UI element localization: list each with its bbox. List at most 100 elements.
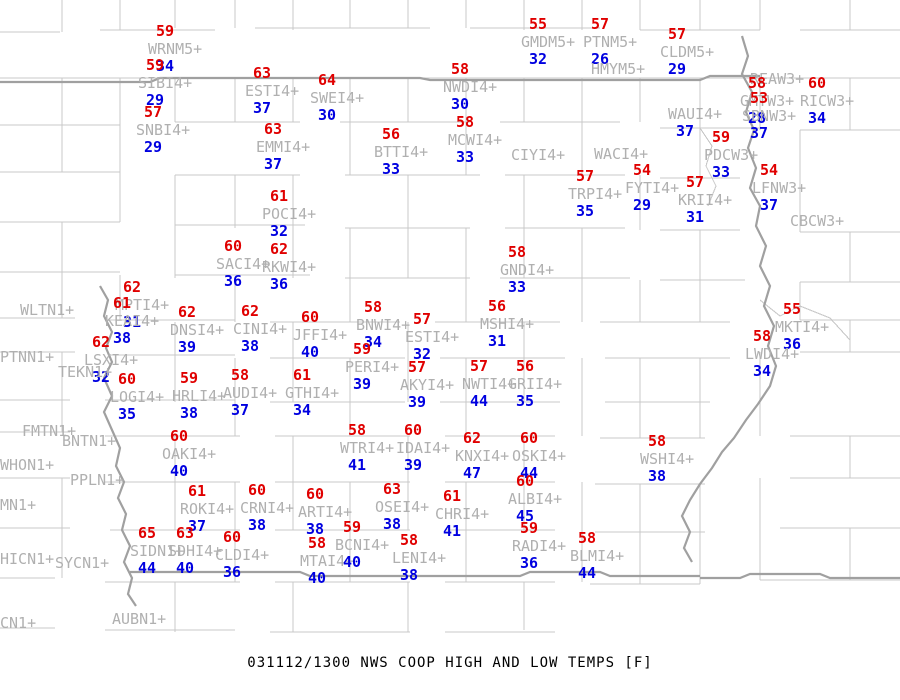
station-low-temp: 30 bbox=[451, 95, 470, 113]
station-id-label: CBCW3+ bbox=[790, 212, 845, 230]
station-low-temp: 36 bbox=[270, 275, 289, 293]
station-low-temp: 39 bbox=[404, 456, 423, 474]
station-id-label: SWEI4+ bbox=[310, 89, 365, 107]
station-id-label: POCI4+ bbox=[262, 205, 317, 223]
station-id-label: CHRI4+ bbox=[435, 505, 490, 523]
station-high-temp: 55 bbox=[529, 15, 548, 33]
station-low-temp: 40 bbox=[343, 553, 362, 571]
station-id-label: RKWI4+ bbox=[262, 258, 317, 276]
station-high-temp: 61 bbox=[443, 487, 462, 505]
station-id-label: EMMI4+ bbox=[256, 138, 311, 156]
station-low-temp: 36 bbox=[223, 563, 242, 581]
station-id-label: RICW3+ bbox=[800, 92, 855, 110]
station-high-temp: 60 bbox=[248, 481, 267, 499]
station-low-temp: 38 bbox=[180, 404, 199, 422]
station-low-temp: 32 bbox=[413, 345, 432, 363]
station-low-temp: 37 bbox=[760, 196, 779, 214]
station-id-label: REAW3+ bbox=[750, 70, 805, 88]
station-high-temp: 62 bbox=[92, 333, 111, 351]
station-id-label: KEAI4+ bbox=[105, 312, 160, 330]
station-low-temp: 41 bbox=[443, 522, 462, 540]
station-id-label: MSHI4+ bbox=[480, 315, 535, 333]
station-id-label: SNBI4+ bbox=[136, 121, 191, 139]
station-high-temp: 60 bbox=[170, 427, 189, 445]
station-id-label: ALBI4+ bbox=[508, 490, 563, 508]
station-id-label: MN1+ bbox=[0, 496, 37, 514]
station-high-temp: 60 bbox=[223, 528, 242, 546]
station-high-temp: 58 bbox=[364, 298, 383, 316]
station-low-temp: 32 bbox=[270, 222, 289, 240]
station-id-label: SBNW3+ bbox=[742, 107, 797, 125]
station-high-temp: 57 bbox=[668, 25, 687, 43]
station-high-temp: 56 bbox=[382, 125, 401, 143]
station-high-temp: 61 bbox=[113, 294, 132, 312]
station-id-label: BNWI4+ bbox=[356, 316, 411, 334]
station-low-temp: 40 bbox=[301, 343, 320, 361]
station-low-temp: 31 bbox=[686, 208, 705, 226]
station-low-temp: 33 bbox=[712, 163, 731, 181]
station-id-label: AUBN1+ bbox=[112, 610, 167, 628]
station-id-label: MCWI4+ bbox=[448, 131, 503, 149]
station-high-temp: 63 bbox=[264, 120, 283, 138]
station-id-label: BCNI4+ bbox=[335, 536, 390, 554]
station-id-label: GTHI4+ bbox=[285, 384, 340, 402]
station-low-temp: 38 bbox=[400, 566, 419, 584]
station-id-label: PERI4+ bbox=[345, 358, 400, 376]
station-high-temp: 60 bbox=[306, 485, 325, 503]
station-low-temp: 44 bbox=[578, 564, 597, 582]
station-id-label: LOGI4+ bbox=[110, 388, 165, 406]
station-high-temp: 59 bbox=[180, 369, 199, 387]
station-low-temp: 29 bbox=[146, 91, 165, 109]
station-id-label: WSHI4+ bbox=[640, 450, 695, 468]
station-low-temp: 37 bbox=[188, 517, 207, 535]
station-id-label: MTAI4+ bbox=[300, 552, 355, 570]
station-low-temp: 38 bbox=[648, 467, 667, 485]
station-id-label: LWDI4+ bbox=[745, 345, 800, 363]
station-id-label: SYCN1+ bbox=[55, 554, 110, 572]
station-low-temp: 37 bbox=[253, 99, 272, 117]
station-high-temp: 57 bbox=[413, 310, 432, 328]
station-low-temp: 39 bbox=[408, 393, 427, 411]
station-low-temp: 38 bbox=[248, 516, 267, 534]
station-high-temp: 61 bbox=[188, 482, 207, 500]
station-low-temp: 44 bbox=[520, 464, 539, 482]
station-low-temp: 28 bbox=[748, 109, 767, 127]
station-low-temp: 36 bbox=[520, 554, 539, 572]
station-id-label: WAUI4+ bbox=[668, 105, 723, 123]
station-high-temp: 53 bbox=[750, 89, 769, 107]
station-low-temp: 34 bbox=[364, 333, 383, 351]
station-high-temp: 59 bbox=[712, 128, 731, 146]
station-id-label: ARTI4+ bbox=[298, 503, 353, 521]
station-id-label: ROKI4+ bbox=[180, 500, 235, 518]
station-low-temp: 35 bbox=[516, 392, 535, 410]
station-high-temp: 62 bbox=[178, 303, 197, 321]
station-id-label: FYTI4+ bbox=[625, 179, 680, 197]
station-high-temp: 59 bbox=[520, 519, 539, 537]
station-id-label: GRII4+ bbox=[508, 375, 563, 393]
station-low-temp: 33 bbox=[456, 148, 475, 166]
station-high-temp: 65 bbox=[138, 524, 157, 542]
station-low-temp: 38 bbox=[113, 329, 132, 347]
station-id-label: CLDI4+ bbox=[215, 546, 270, 564]
station-low-temp: 32 bbox=[529, 50, 548, 68]
station-high-temp: 59 bbox=[156, 22, 175, 40]
station-id-label: PTNN1+ bbox=[0, 348, 55, 366]
station-high-temp: 57 bbox=[470, 357, 489, 375]
station-low-temp: 45 bbox=[516, 507, 535, 525]
station-low-temp: 34 bbox=[753, 362, 772, 380]
station-low-temp: 39 bbox=[353, 375, 372, 393]
station-low-temp: 34 bbox=[156, 57, 175, 75]
station-id-label: SIBI4+ bbox=[138, 74, 193, 92]
station-high-temp: 54 bbox=[633, 161, 652, 179]
station-high-temp: 55 bbox=[783, 300, 802, 318]
station-id-label: HRLI4+ bbox=[172, 387, 227, 405]
station-high-temp: 60 bbox=[520, 429, 539, 447]
station-low-temp: 37 bbox=[231, 401, 250, 419]
station-id-label: PDCW3+ bbox=[704, 146, 759, 164]
station-high-temp: 60 bbox=[224, 237, 243, 255]
station-high-temp: 58 bbox=[400, 531, 419, 549]
station-id-label: CRNI4+ bbox=[240, 499, 295, 517]
station-id-label: AKYI4+ bbox=[400, 376, 455, 394]
station-high-temp: 54 bbox=[760, 161, 779, 179]
